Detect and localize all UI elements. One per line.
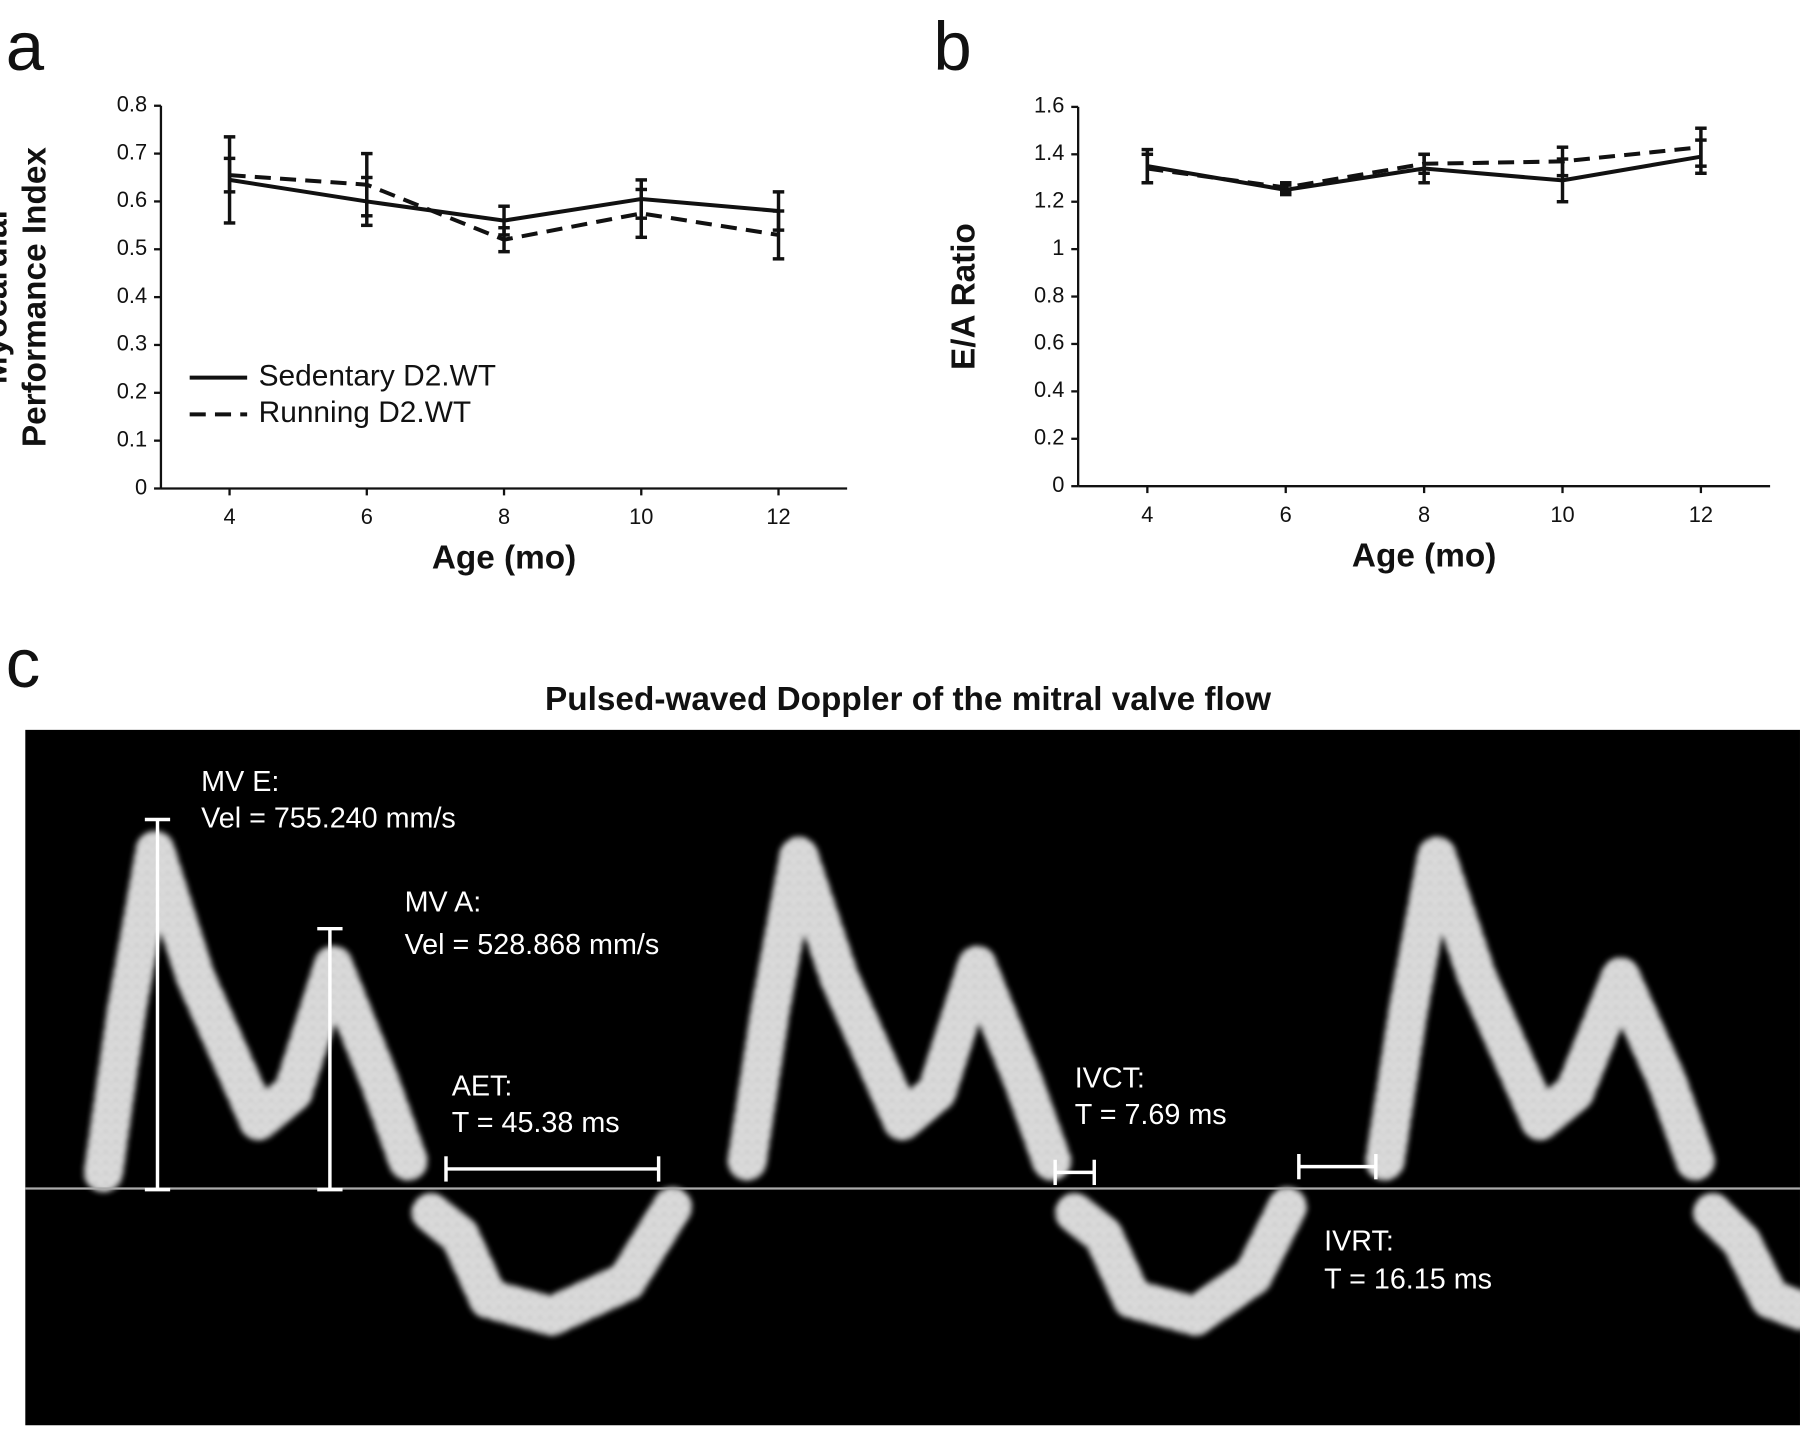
panel-label: b <box>933 8 971 85</box>
error-bar <box>1279 181 1292 194</box>
y-axis-title: Performance Index <box>17 147 54 448</box>
y-tick-label: 1.6 <box>1034 93 1064 118</box>
x-tick-label: 10 <box>1550 502 1574 527</box>
y-tick-label: 0.5 <box>117 235 147 260</box>
annotation-label: IVRT: <box>1324 1226 1394 1258</box>
y-tick-label: 0.1 <box>117 426 147 451</box>
annotation-label: MV E: <box>201 766 279 798</box>
y-tick-label: 0.2 <box>117 379 147 404</box>
x-tick-label: 6 <box>1280 502 1292 527</box>
y-tick-label: 0.7 <box>117 139 147 164</box>
y-tick-label: 0.8 <box>117 92 147 117</box>
y-tick-label: 1 <box>1052 235 1064 260</box>
y-tick-label: 1.4 <box>1034 140 1064 165</box>
y-tick-label: 0.6 <box>1034 330 1064 355</box>
y-axis-title: Myocardial <box>0 210 15 384</box>
y-tick-label: 0 <box>1052 472 1064 497</box>
x-tick-label: 8 <box>498 504 510 529</box>
x-tick-label: 12 <box>766 504 790 529</box>
y-tick-label: 0 <box>135 474 147 499</box>
error-bar <box>1556 145 1569 178</box>
annotation-label: IVCT: <box>1075 1062 1145 1094</box>
y-tick-label: 0.8 <box>1034 282 1064 307</box>
x-tick-label: 10 <box>629 504 653 529</box>
x-tick-label: 8 <box>1418 502 1430 527</box>
annotation-value: Vel = 755.240 mm/s <box>201 803 456 835</box>
x-tick-label: 4 <box>223 504 235 529</box>
doppler-image: MV E: Vel = 755.240 mm/s MV A: Vel = 528… <box>25 729 1800 1426</box>
x-tick-label: 12 <box>1689 502 1713 527</box>
panel-label: a <box>6 8 45 85</box>
y-tick-label: 0.4 <box>1034 377 1064 402</box>
doppler-title: Pulsed-waved Doppler of the mitral valve… <box>545 681 1271 718</box>
annotation-value: T = 7.69 ms <box>1075 1099 1227 1131</box>
error-bar <box>1418 152 1430 175</box>
error-bar <box>223 156 236 194</box>
error-bar <box>1695 126 1707 168</box>
error-bar <box>361 151 373 218</box>
y-tick-label: 0.2 <box>1034 425 1064 450</box>
y-axis-title: E/A Ratio <box>945 223 982 370</box>
y-tick-label: 0.3 <box>117 331 147 356</box>
annotation-label: MV A: <box>405 886 482 918</box>
legend-label: Running D2.WT <box>259 396 472 429</box>
panel-label: c <box>6 625 40 702</box>
x-tick-label: 4 <box>1141 502 1153 527</box>
error-bar <box>498 226 510 254</box>
error-bar <box>1141 152 1154 185</box>
y-tick-label: 0.4 <box>117 283 147 308</box>
annotation-value: T = 45.38 ms <box>452 1107 620 1139</box>
x-axis-title: Age (mo) <box>1352 537 1496 574</box>
y-tick-label: 0.6 <box>117 187 147 212</box>
x-tick-label: 6 <box>361 504 373 529</box>
annotation-value: T = 16.15 ms <box>1324 1263 1492 1295</box>
y-tick-label: 1.2 <box>1034 187 1064 212</box>
legend-label: Sedentary D2.WT <box>259 359 496 392</box>
error-bar <box>635 187 648 240</box>
error-bar <box>772 209 785 261</box>
annotation-label: AET: <box>452 1070 513 1102</box>
x-axis-title: Age (mo) <box>432 540 576 577</box>
annotation-value: Vel = 528.868 mm/s <box>405 929 660 961</box>
